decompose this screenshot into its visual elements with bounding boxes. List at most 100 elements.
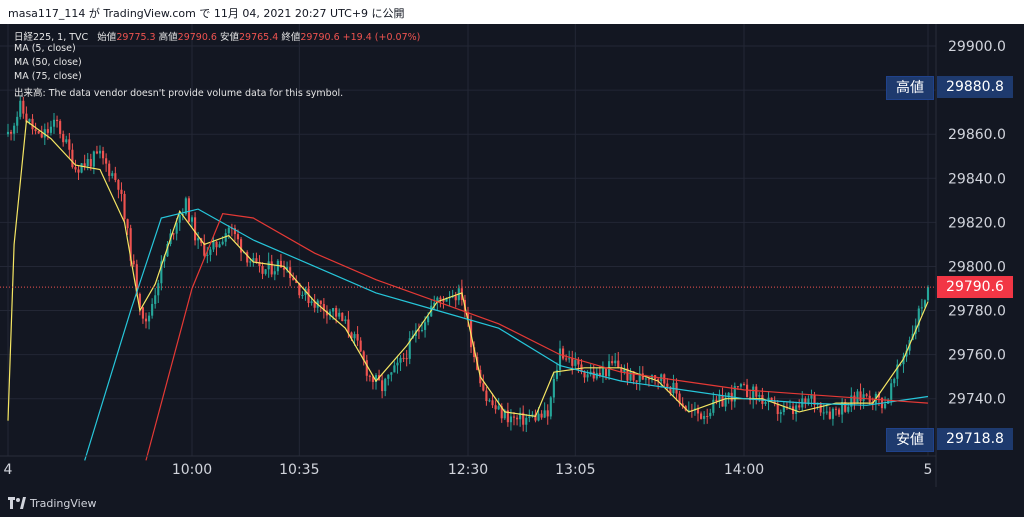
candle-body [236, 234, 240, 240]
candle-body [512, 416, 516, 418]
candle-body [285, 267, 289, 270]
candle-body [356, 334, 359, 341]
price-axis[interactable]: 29740.0 29760.0 29780.0 29800.0 29820.0 29840… [948, 39, 1006, 408]
candle-body [721, 395, 724, 407]
legend-high-value: 29790.6 [177, 32, 217, 43]
candle-body [583, 372, 586, 378]
candle-body [163, 256, 166, 262]
legend-volume: 出来高: The data vendor doesn't provide vol… [14, 88, 344, 99]
candle-body [396, 362, 399, 366]
candle-body [71, 149, 74, 168]
legend-ma5[interactable]: MA (5, close) [14, 43, 76, 54]
candle-body [657, 379, 660, 381]
candle-body [574, 359, 577, 366]
candle-body [387, 374, 390, 379]
candle-body [298, 283, 301, 296]
candle-body [353, 334, 356, 339]
price-tick-label: 29820.0 [948, 215, 1006, 231]
time-tick-label: 10:35 [279, 462, 319, 478]
candle-body [344, 319, 347, 322]
candle-body [138, 293, 141, 308]
candle-body [626, 368, 629, 381]
legend-ma75[interactable]: MA (75, close) [14, 71, 82, 82]
candle-body [745, 384, 749, 398]
candle-body [718, 395, 721, 402]
candle-body [331, 308, 335, 312]
candle-body [604, 368, 608, 377]
candle-body [779, 412, 782, 415]
candle-body [402, 357, 405, 359]
ma-line-50 [84, 208, 929, 461]
candle-body [813, 394, 816, 405]
candle-body [859, 391, 862, 401]
legend-low-value: 29765.4 [239, 32, 279, 43]
candle-body [307, 288, 310, 304]
price-tick-label: 29860.0 [948, 127, 1006, 143]
candle-body [436, 297, 439, 303]
candle-body [742, 384, 746, 386]
candle-body [141, 307, 145, 319]
candle-body [617, 360, 620, 368]
legend-symbol: 日経225, 1, TVC [14, 32, 89, 43]
candle-body [445, 297, 448, 302]
candle-body [292, 277, 295, 281]
candle-body [525, 417, 528, 425]
candle-body [923, 300, 927, 308]
candle-body [246, 252, 249, 263]
candle-body [454, 295, 457, 301]
candle-body [503, 410, 506, 419]
candle-body [310, 301, 313, 304]
candle-body [405, 358, 408, 360]
candle-body [390, 372, 393, 375]
candle-body [187, 198, 191, 222]
candle-body [335, 308, 338, 317]
time-tick-label: 5 [924, 462, 933, 478]
candle-body [28, 118, 31, 122]
candle-body [86, 159, 89, 167]
candle-body [227, 227, 230, 234]
candle-body [632, 371, 635, 381]
candle-body [206, 254, 209, 256]
candle-body [129, 228, 132, 261]
candle-body [893, 378, 896, 384]
candle-body [543, 410, 546, 418]
candle-body [105, 158, 108, 164]
candle-body [497, 406, 500, 410]
candle-body [534, 414, 537, 421]
candle-body [844, 402, 847, 412]
candle-body [798, 405, 801, 408]
candle-body [178, 214, 181, 223]
candle-body [681, 403, 684, 407]
candle-body [850, 395, 853, 407]
candle-body [770, 397, 773, 401]
legend-open-value: 29775.3 [116, 32, 156, 43]
candle-body [666, 383, 669, 387]
candle-body [258, 261, 261, 267]
top-caption-bar: masa117_114 が TradingView.com で 11月 04, … [0, 0, 1024, 24]
candle-body [132, 260, 135, 265]
candle-body [147, 315, 151, 322]
candle-body [699, 413, 703, 419]
candle-body [40, 133, 43, 138]
candle-body [706, 415, 709, 417]
candle-body [519, 412, 522, 420]
candle-body [16, 116, 19, 126]
candle-body [212, 241, 215, 250]
legend-ma50[interactable]: MA (50, close) [14, 57, 82, 68]
price-tick-label: 29740.0 [948, 392, 1006, 408]
candle-body [371, 376, 375, 382]
candle-body [34, 129, 37, 132]
candle-body [466, 312, 470, 320]
candle-body [46, 129, 49, 133]
ma-line-75 [145, 212, 929, 461]
candle-body [209, 249, 212, 255]
candle-body [408, 338, 411, 359]
candle-body [184, 198, 187, 215]
time-axis[interactable]: 4 10:00 10:35 12:30 13:05 14:00 5 [4, 462, 933, 478]
candle-body [537, 413, 540, 421]
candle-body [350, 332, 353, 339]
candle-body [795, 405, 798, 415]
legend-open-label: 始値 [97, 32, 117, 43]
price-chart[interactable]: 29740.0 29760.0 29780.0 29800.0 29820.0 29840… [0, 24, 1024, 487]
candle-body [95, 151, 99, 154]
